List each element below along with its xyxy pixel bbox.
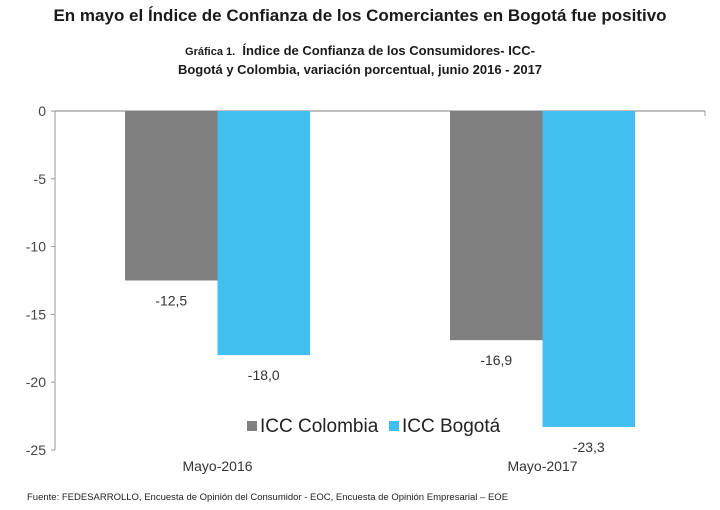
chart-subtitle: Gráfica 1. Índice de Confianza de los Co… xyxy=(0,42,720,79)
bar-icc-bogota xyxy=(542,111,635,427)
headline: En mayo el Índice de Confianza de los Co… xyxy=(53,6,667,25)
bar-icc-bogota xyxy=(217,111,310,356)
bars xyxy=(125,111,635,427)
data-label: -18,0 xyxy=(248,367,280,383)
data-label: -23,3 xyxy=(573,439,605,455)
data-label: -12,5 xyxy=(155,293,187,309)
subtitle-title: Índice de Confianza de los Consumidores-… xyxy=(242,43,535,58)
y-tick-label: -25 xyxy=(26,442,46,458)
data-label: -16,9 xyxy=(480,352,512,368)
legend-swatch-icc-colombia xyxy=(247,421,257,431)
bar-chart: 0 -5 -10 -15 -20 -25 -12,5 -18,0 -16,9 -23,3 May… xyxy=(26,103,706,474)
source-note: Fuente: FEDESARROLLO, Encuesta de Opinió… xyxy=(27,492,509,503)
legend: ICC Colombia ICC Bogotá xyxy=(247,416,501,437)
y-tick-label: -15 xyxy=(26,306,46,322)
x-category-label: Mayo-2017 xyxy=(507,458,577,474)
y-tick-label: 0 xyxy=(38,103,46,119)
y-tick-label: -20 xyxy=(26,374,46,390)
x-category-label: Mayo-2016 xyxy=(182,458,252,474)
data-labels: -12,5 -18,0 -16,9 -23,3 xyxy=(155,293,605,455)
legend-label: ICC Bogotá xyxy=(402,416,501,437)
category-labels: Mayo-2016 Mayo-2017 xyxy=(182,458,577,474)
subtitle-line-2: Bogotá y Colombia, variación porcentual,… xyxy=(177,62,543,77)
y-tick-label: -5 xyxy=(34,171,47,187)
figure-number: Gráfica 1. xyxy=(185,46,236,58)
subtitle-line-1: Gráfica 1. Índice de Confianza de los Co… xyxy=(0,42,720,61)
legend-swatch-icc-bogota xyxy=(389,421,399,431)
y-tick-label: -10 xyxy=(26,239,46,255)
bar-icc-colombia xyxy=(125,111,218,281)
bar-icc-colombia xyxy=(450,111,543,341)
legend-label: ICC Colombia xyxy=(260,416,379,437)
